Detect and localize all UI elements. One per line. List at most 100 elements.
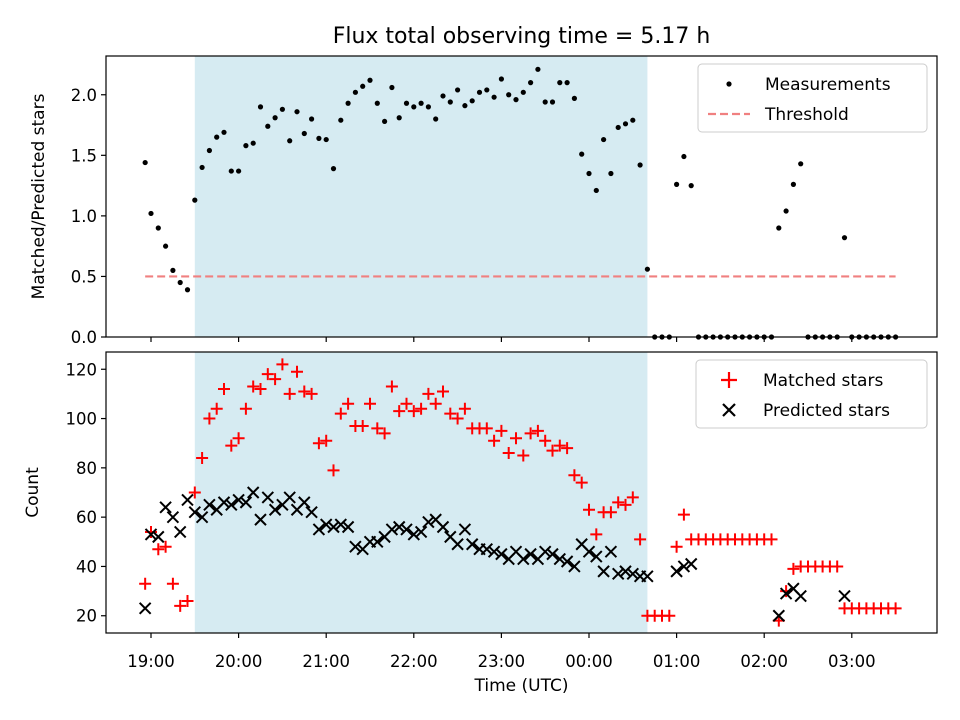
measurements-point xyxy=(411,104,417,110)
matched-stars-point xyxy=(765,533,778,546)
bottom-y-ticks: 20 40 60 80 100 120 xyxy=(66,360,106,626)
predicted-stars-point xyxy=(225,498,238,512)
matched-stars-point xyxy=(356,419,369,432)
bottom-legend: Matched stars Predicted stars xyxy=(695,359,928,429)
matched-stars-point xyxy=(139,577,152,590)
predicted-stars-point xyxy=(611,567,625,581)
measurements-point xyxy=(579,151,585,157)
matched-stars-point xyxy=(203,412,216,425)
x-tick-label: 19:00 xyxy=(127,652,175,671)
measurements-point xyxy=(360,83,366,89)
legend-matched-label: Matched stars xyxy=(763,371,883,391)
measurements-point xyxy=(418,100,424,106)
measurements-point xyxy=(272,115,278,121)
measurements-point xyxy=(382,118,388,125)
predicted-stars-point xyxy=(138,602,152,615)
bottom-y-axis-label: Count xyxy=(23,467,43,518)
matched-stars-point xyxy=(188,486,201,499)
top-y-axis-label: Matched/Predicted stars xyxy=(29,93,49,299)
measurements-point xyxy=(338,117,344,123)
measurements-point xyxy=(177,279,183,286)
matched-stars-point xyxy=(196,451,209,464)
measurements-point xyxy=(601,136,607,143)
predicted-stars-point xyxy=(385,523,399,536)
measurements-point xyxy=(199,164,205,171)
matched-stars-point xyxy=(787,562,800,575)
measurements-point xyxy=(236,168,242,174)
matched-stars-point xyxy=(575,476,588,489)
predicted-stars-point xyxy=(144,528,158,541)
predicted-stars-point xyxy=(465,538,479,551)
matched-stars-point xyxy=(451,412,464,425)
top-shaded-interval xyxy=(194,56,648,337)
matched-stars-point xyxy=(342,397,355,410)
matched-stars-point xyxy=(239,402,252,415)
predicted-stars-point xyxy=(283,491,296,504)
matched-stars-point xyxy=(152,543,165,556)
matched-stars-point xyxy=(663,609,676,622)
measurements-point xyxy=(491,94,497,100)
measurements-point xyxy=(630,117,636,123)
measurements-point xyxy=(681,153,687,160)
matched-stars-point xyxy=(261,368,274,381)
predicted-stars-point xyxy=(772,609,786,622)
matched-stars-point xyxy=(488,434,501,447)
predicted-stars-point xyxy=(173,525,187,539)
measurements-point xyxy=(535,66,541,72)
measurements-point xyxy=(608,170,614,177)
bottom-y-tick-label: 100 xyxy=(66,410,98,429)
bottom-axes-frame xyxy=(105,351,938,634)
measurements-point xyxy=(425,104,431,110)
matched-stars-point xyxy=(254,382,267,395)
matched-stars-point xyxy=(583,503,595,516)
predicted-stars-point xyxy=(327,520,340,534)
bottom-y-tick-label: 20 xyxy=(76,607,97,626)
matched-stars-point xyxy=(429,397,442,410)
measurements-point xyxy=(637,162,643,168)
measurements-point xyxy=(352,89,358,95)
measurements-point xyxy=(243,143,249,149)
measurements-point xyxy=(192,197,198,203)
x-axis-label: Time (UTC) xyxy=(474,676,569,696)
measurements-point xyxy=(564,80,570,86)
measurements-point xyxy=(221,129,227,135)
measurements-point xyxy=(644,266,651,272)
predicted-stars-point xyxy=(677,560,691,573)
predicted-stars-point xyxy=(152,530,165,544)
predicted-stars-point xyxy=(684,557,698,571)
measurements-point xyxy=(542,99,548,105)
matched-stars-point xyxy=(400,397,413,410)
matched-stars-point xyxy=(604,506,617,519)
predicted-stars-point xyxy=(392,520,406,534)
matched-stars-point xyxy=(181,594,194,607)
predicted-stars-point xyxy=(458,523,472,536)
x-tick-label: 00:00 xyxy=(565,652,613,671)
measurements-point xyxy=(615,124,621,131)
top-legend: Measurements Threshold xyxy=(697,63,928,133)
matched-stars-point xyxy=(561,442,574,455)
matched-stars-point xyxy=(174,599,187,612)
predicted-stars-point xyxy=(568,560,581,573)
predicted-stars-point xyxy=(188,506,202,519)
matched-stars-point xyxy=(283,387,296,400)
matched-stars-point xyxy=(524,427,537,440)
matched-stars-point xyxy=(531,424,544,437)
matched-stars-point xyxy=(415,402,428,415)
x-tick-label: 21:00 xyxy=(302,652,350,671)
predicted-stars-point xyxy=(298,496,311,509)
x-tick-label: 02:00 xyxy=(740,652,788,671)
measurements-point xyxy=(155,225,161,231)
matched-stars-point xyxy=(393,405,406,418)
measurements-point xyxy=(374,100,380,106)
measurements-point xyxy=(228,168,234,174)
measurements-point xyxy=(476,89,483,95)
predicted-stars-point xyxy=(480,542,494,556)
predicted-stars-point xyxy=(626,567,640,581)
matched-stars-point xyxy=(626,491,639,504)
matched-stars-point xyxy=(539,434,552,447)
measurements-point xyxy=(469,98,475,104)
matched-stars-point xyxy=(634,533,647,546)
top-legend-box xyxy=(697,63,928,133)
matched-stars-point xyxy=(495,424,508,437)
